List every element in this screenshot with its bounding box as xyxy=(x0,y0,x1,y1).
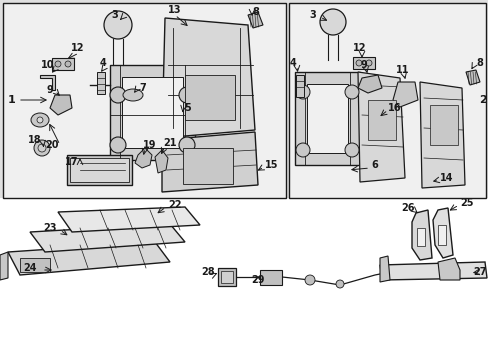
Bar xyxy=(70,158,129,182)
Bar xyxy=(0,198,488,360)
Bar xyxy=(221,271,232,283)
Text: 15: 15 xyxy=(264,160,278,170)
Text: 8: 8 xyxy=(252,7,259,17)
Circle shape xyxy=(345,143,358,157)
Ellipse shape xyxy=(31,113,49,127)
Polygon shape xyxy=(50,95,72,115)
Text: 3: 3 xyxy=(309,10,316,20)
Text: 6: 6 xyxy=(371,160,378,170)
Text: 26: 26 xyxy=(401,203,414,213)
Circle shape xyxy=(295,143,309,157)
Bar xyxy=(306,84,347,153)
Bar xyxy=(67,155,132,185)
Bar xyxy=(260,270,282,285)
Circle shape xyxy=(110,137,126,153)
Bar xyxy=(437,225,445,245)
Ellipse shape xyxy=(123,89,142,101)
Bar xyxy=(3,3,285,198)
Text: 1: 1 xyxy=(8,95,16,105)
Polygon shape xyxy=(411,210,431,260)
Bar xyxy=(352,57,374,69)
Circle shape xyxy=(305,275,314,285)
Text: 4: 4 xyxy=(100,58,106,68)
Circle shape xyxy=(110,87,126,103)
Polygon shape xyxy=(357,75,381,93)
Bar xyxy=(294,72,359,165)
Polygon shape xyxy=(465,70,479,85)
Text: 20: 20 xyxy=(45,140,59,150)
Circle shape xyxy=(38,144,46,152)
Circle shape xyxy=(355,60,361,66)
Text: 11: 11 xyxy=(395,65,409,75)
Text: 10: 10 xyxy=(41,60,55,70)
Polygon shape xyxy=(0,252,8,280)
Text: 19: 19 xyxy=(143,140,157,150)
Text: 5: 5 xyxy=(184,103,191,113)
Circle shape xyxy=(365,60,371,66)
Text: 22: 22 xyxy=(168,200,182,210)
Polygon shape xyxy=(437,258,459,280)
Bar xyxy=(416,228,424,246)
Circle shape xyxy=(34,140,50,156)
Circle shape xyxy=(179,137,195,153)
Circle shape xyxy=(179,87,195,103)
Text: 3: 3 xyxy=(111,10,118,20)
Circle shape xyxy=(295,85,309,99)
Text: 8: 8 xyxy=(476,58,483,68)
Text: 4: 4 xyxy=(289,58,296,68)
Circle shape xyxy=(55,61,61,67)
Circle shape xyxy=(345,85,358,99)
Circle shape xyxy=(65,61,71,67)
Polygon shape xyxy=(58,207,200,232)
Polygon shape xyxy=(419,82,464,188)
Text: 13: 13 xyxy=(168,5,182,15)
Text: 28: 28 xyxy=(201,267,214,277)
Polygon shape xyxy=(155,150,168,173)
Polygon shape xyxy=(379,262,486,280)
Bar xyxy=(288,3,485,198)
Text: 9: 9 xyxy=(46,85,53,95)
Text: 12: 12 xyxy=(71,43,84,53)
Bar xyxy=(367,100,395,140)
Bar xyxy=(52,58,74,70)
Bar xyxy=(183,148,232,184)
Text: 17: 17 xyxy=(65,157,79,167)
Text: 24: 24 xyxy=(23,263,37,273)
Polygon shape xyxy=(162,18,254,138)
Text: 14: 14 xyxy=(439,173,453,183)
Text: 27: 27 xyxy=(472,267,486,277)
Polygon shape xyxy=(30,224,184,252)
Circle shape xyxy=(104,11,132,39)
Bar xyxy=(295,75,304,97)
Polygon shape xyxy=(162,132,258,192)
Polygon shape xyxy=(379,256,389,282)
Polygon shape xyxy=(247,12,263,28)
Text: 25: 25 xyxy=(459,198,473,208)
Text: 2: 2 xyxy=(478,95,486,105)
Text: 18: 18 xyxy=(28,135,42,145)
Polygon shape xyxy=(432,208,452,258)
Bar xyxy=(20,258,50,272)
Text: 7: 7 xyxy=(140,83,146,93)
Polygon shape xyxy=(8,242,170,275)
Polygon shape xyxy=(135,148,152,168)
Bar xyxy=(97,72,105,94)
Text: 21: 21 xyxy=(163,138,176,148)
Text: 12: 12 xyxy=(352,43,366,53)
Text: 23: 23 xyxy=(43,223,57,233)
Polygon shape xyxy=(357,72,404,182)
Text: 9: 9 xyxy=(360,60,366,70)
Circle shape xyxy=(37,117,43,123)
Bar xyxy=(110,65,195,160)
Text: 29: 29 xyxy=(251,275,264,285)
Circle shape xyxy=(319,9,346,35)
Circle shape xyxy=(335,280,343,288)
Bar xyxy=(122,77,183,148)
Bar xyxy=(184,75,235,120)
Text: 16: 16 xyxy=(387,103,401,113)
Bar xyxy=(429,105,457,145)
Polygon shape xyxy=(392,82,417,107)
Polygon shape xyxy=(40,75,55,90)
Bar xyxy=(218,268,236,286)
